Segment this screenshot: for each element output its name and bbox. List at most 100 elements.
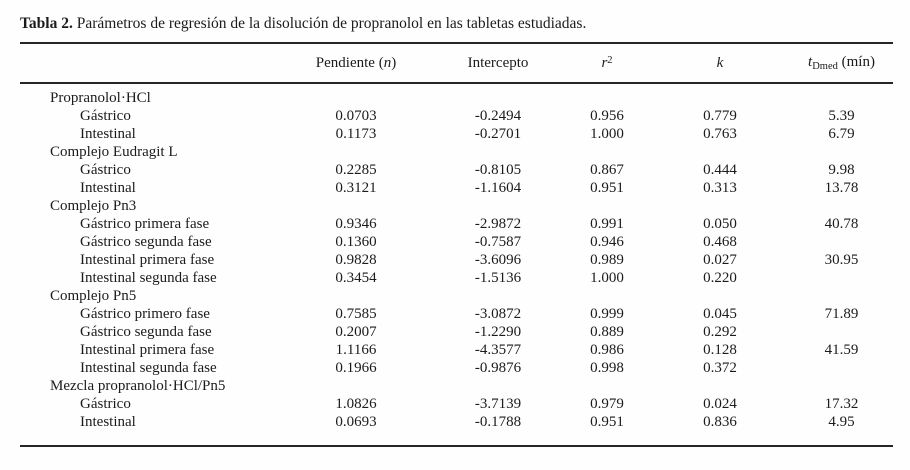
cell-value: -0.2494 [474,108,522,124]
cell-value [790,82,893,107]
row-label: Complejo Eudragit L [50,144,178,160]
row-label: Intestinal [80,414,136,430]
cell-value: 0.045 [703,306,737,322]
table-header: Pendiente (n) Intercepto r2 k tDmed (mín… [20,44,893,82]
cell-value: 0.867 [590,162,624,178]
cell-value: 0.9346 [335,216,377,232]
cell-value: 0.836 [703,414,737,430]
row-label: Propranolol·HCl [50,90,151,106]
row-label: Intestinal [80,180,136,196]
cell-value [432,143,564,161]
cell-value [280,287,432,305]
cell-value: 0.313 [703,180,737,196]
cell-value [432,82,564,107]
row-label: Gástrico segunda fase [80,234,212,250]
cell-value: 1.1166 [335,342,377,358]
cell-value [564,82,650,107]
cell-value: 30.95 [824,252,859,268]
row-label: Intestinal segunda fase [80,360,217,376]
cell-value: 0.3454 [335,270,377,286]
cell-value: 71.89 [824,306,859,322]
cell-value: 0.292 [703,324,737,340]
col-header-empty [20,44,280,82]
cell-value: 9.98 [828,162,855,178]
col-header-pendiente: Pendiente (n) [315,54,397,71]
cell-value [432,287,564,305]
group-row: Complejo Eudragit L [20,143,893,161]
cell-value: 41.59 [824,342,859,358]
cell-value: 0.024 [703,396,737,412]
cell-value: 0.1966 [335,360,377,376]
row-label: Gástrico [80,108,131,124]
cell-value: 1.000 [590,270,624,286]
col-header-r2: r2 [601,54,613,71]
cell-value [650,143,790,161]
cell-value: -3.6096 [474,252,522,268]
cell-value: -0.9876 [474,360,522,376]
cell-value: 0.1173 [335,126,377,142]
cell-value: 40.78 [824,216,859,232]
group-row: Complejo Pn5 [20,287,893,305]
data-row: Gástrico 1.0826 -3.7139 0.979 0.024 17.32 [20,395,893,413]
cell-value [432,377,564,395]
row-label: Gástrico [80,162,131,178]
cell-value: -1.1604 [474,180,522,196]
cell-value: 0.220 [703,270,737,286]
cell-value: 0.763 [703,126,737,142]
group-row: Propranolol·HCl [20,82,893,107]
data-row: Gástrico segunda fase 0.2007 -1.2290 0.889 0… [20,323,893,341]
cell-value: 0.372 [703,360,737,376]
cell-value: 0.2285 [335,162,377,178]
row-label: Intestinal [80,126,136,142]
cell-value: 0.0693 [335,414,377,430]
cell-value [650,82,790,107]
cell-value [280,82,432,107]
cell-value: 0.9828 [335,252,377,268]
row-label: Intestinal segunda fase [80,270,217,286]
cell-value: -0.2701 [474,126,522,142]
cell-value [790,323,893,341]
data-row: Gástrico primero fase 0.7585 -3.0872 0.999 0… [20,305,893,323]
cell-value: 0.779 [703,108,737,124]
cell-value [790,269,893,287]
cell-value [564,143,650,161]
cell-value: 0.1360 [335,234,377,250]
cell-value [432,197,564,215]
rule-top [20,42,893,44]
cell-value: 0.468 [703,234,737,250]
table-caption-text: Parámetros de regresión de la disolución… [72,15,587,32]
cell-value: 0.999 [590,306,624,322]
cell-value: -3.0872 [474,306,522,322]
data-row: Gástrico 0.0703 -0.2494 0.956 0.779 5.39 [20,107,893,125]
rule-bottom [20,445,893,447]
cell-value: 0.128 [703,342,737,358]
row-label: Gástrico primera fase [80,216,210,232]
cell-value: -1.2290 [474,324,522,340]
regression-table: Pendiente (n) Intercepto r2 k tDmed (mín… [20,44,893,444]
cell-value [790,197,893,215]
cell-value [650,377,790,395]
cell-value [790,287,893,305]
cell-value: 0.444 [703,162,737,178]
rule-header-separator [20,82,893,84]
cell-value: 0.889 [590,324,624,340]
cell-value: 0.027 [703,252,737,268]
cell-value [790,233,893,251]
cell-value: 0.979 [590,396,624,412]
cell-value [790,143,893,161]
table-body: Propranolol·HCl Gástrico 0.0703 -0.2494 0.95… [20,82,893,444]
cell-value [564,197,650,215]
row-label: Intestinal primera fase [80,342,215,358]
row-label: Mezcla propranolol·HCl/Pn5 [50,378,226,394]
cell-value [650,197,790,215]
cell-value: 0.946 [590,234,624,250]
table-caption-number: Tabla 2. [20,15,73,32]
cell-value [790,359,893,377]
cell-value [650,287,790,305]
cell-value: 0.998 [590,360,624,376]
row-label: Gástrico primero fase [80,306,210,322]
data-row: Gástrico primera fase 0.9346 -2.9872 0.991 0… [20,215,893,233]
cell-value: 0.050 [703,216,737,232]
header-row: Pendiente (n) Intercepto r2 k tDmed (mín… [20,44,893,82]
